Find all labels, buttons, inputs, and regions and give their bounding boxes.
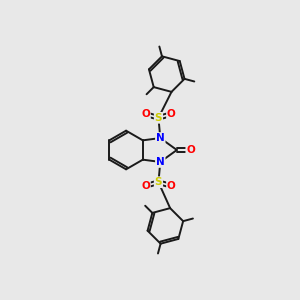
- Text: O: O: [186, 145, 195, 155]
- Text: O: O: [167, 109, 176, 119]
- Text: N: N: [156, 133, 165, 143]
- Text: S: S: [155, 177, 162, 187]
- Text: S: S: [155, 113, 162, 123]
- Text: O: O: [141, 181, 150, 191]
- Text: O: O: [141, 109, 150, 119]
- Text: N: N: [156, 157, 165, 167]
- Text: O: O: [167, 181, 176, 191]
